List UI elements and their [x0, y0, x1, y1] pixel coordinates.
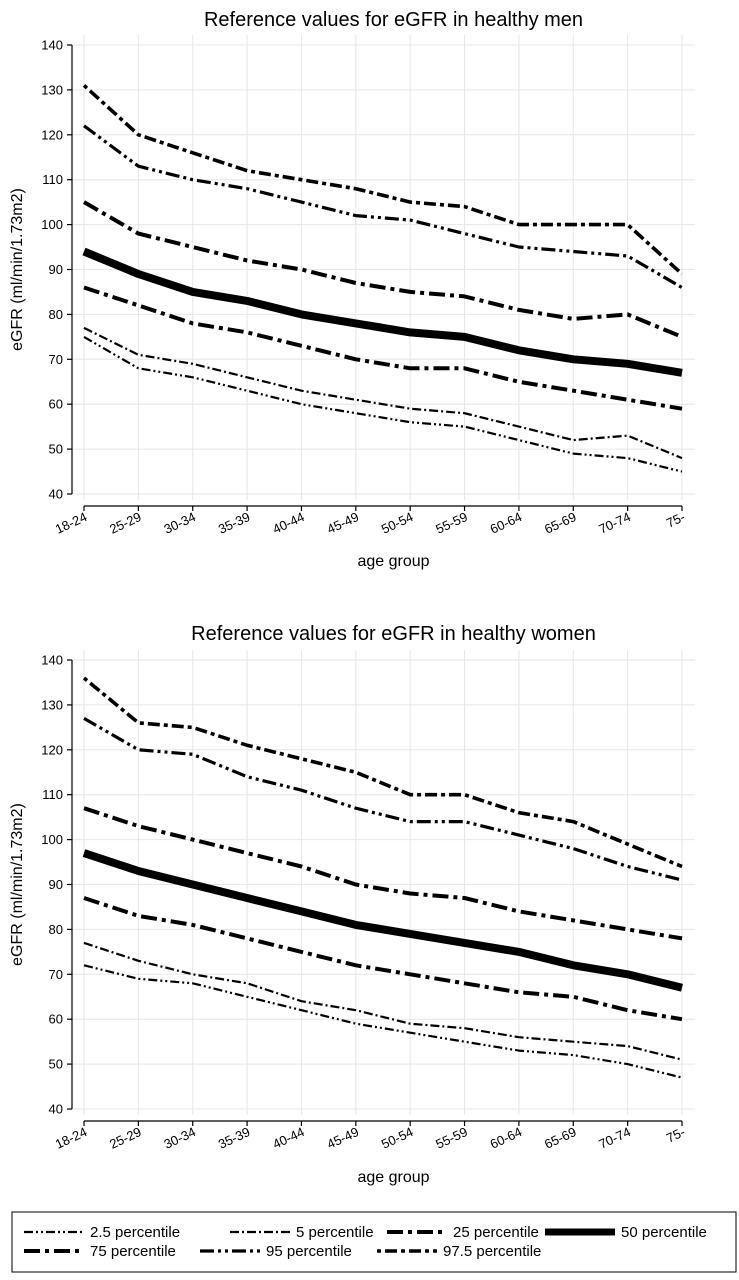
y-tick-label: 90: [49, 262, 63, 277]
legend-item-25-percentile: 25 percentile: [387, 1224, 539, 1241]
x-tick-label: 65-69: [542, 509, 578, 537]
y-tick-label: 60: [49, 1012, 63, 1027]
x-tick-label: 25-29: [107, 1124, 143, 1152]
x-axis-label-men: age group: [357, 553, 429, 570]
y-tick-label: 60: [49, 397, 63, 412]
x-tick-label: 40-44: [270, 509, 306, 537]
series-line-95-percentile-men: [83, 124, 683, 289]
y-tick-label: 140: [41, 653, 63, 668]
x-tick-label: 75-: [664, 509, 687, 531]
x-tick-label: 65-69: [542, 1124, 578, 1152]
x-tick-label: 60-64: [488, 509, 524, 537]
y-tick-label: 100: [41, 217, 63, 232]
y-axis-label-men: eGFR (ml/min/1.73m2): [9, 188, 26, 351]
x-tick-label: 60-64: [488, 1124, 524, 1152]
chart-men: Reference values for eGFR in healthy men…: [9, 9, 695, 570]
x-tick-label: 35-39: [216, 1124, 252, 1152]
legend-box: [11, 1211, 737, 1273]
y-tick-label: 80: [49, 922, 63, 937]
y-tick-label: 110: [42, 787, 63, 802]
x-tick-label: 50-54: [379, 1124, 415, 1152]
y-tick-label: 130: [41, 697, 63, 712]
y-tick-label: 80: [49, 307, 63, 322]
x-tick-label: 45-49: [325, 1124, 361, 1152]
x-tick-label: 35-39: [216, 509, 252, 537]
legend-item-75-percentile: 75 percentile: [24, 1243, 176, 1260]
series-line-5-percentile-men: [83, 326, 683, 460]
legend-item-50-percentile: 50 percentile: [545, 1224, 707, 1241]
y-tick-label: 120: [41, 127, 63, 142]
y-tick-label: 40: [49, 487, 63, 502]
series-line-5-percentile-women: [83, 941, 683, 1061]
series-line-97-5-percentile-men: [82, 84, 684, 276]
legend-item-2-5-percentile: 2.5 percentile: [24, 1224, 180, 1241]
series-line-25-percentile-men: [83, 285, 683, 411]
series-line-50-percentile-women: [82, 849, 683, 992]
x-tick-label: 75-: [664, 1124, 687, 1146]
chart-title-women: Reference values for eGFR in healthy wom…: [191, 623, 596, 645]
x-tick-label: 18-24: [53, 1124, 89, 1152]
legend-item-95-percentile: 95 percentile: [200, 1243, 352, 1260]
y-tick-label: 140: [41, 38, 63, 53]
series-line-95-percentile-women: [83, 717, 683, 882]
series-line-75-percentile-women: [83, 806, 683, 941]
y-tick-label: 130: [41, 82, 63, 97]
x-tick-label: 70-74: [596, 509, 632, 537]
series-line-75-percentile-men: [82, 200, 683, 339]
legend-label: 97.5 percentile: [443, 1243, 541, 1260]
legend: 2.5 percentile 5 percentile 25 percentile 5…: [11, 1211, 737, 1273]
x-axis-label-women: age group: [357, 1169, 429, 1186]
y-tick-label: 110: [42, 172, 63, 187]
y-axis-label-women: eGFR (ml/min/1.73m2): [9, 803, 26, 966]
y-tick-label: 70: [49, 352, 63, 367]
chart-title-men: Reference values for eGFR in healthy men: [204, 9, 583, 31]
series-line-50-percentile-men: [82, 247, 683, 377]
x-tick-label: 25-29: [107, 509, 143, 537]
y-tick-label: 50: [49, 442, 63, 457]
series-line-2-5-percentile-men: [83, 335, 683, 473]
x-tick-label: 30-34: [162, 509, 198, 537]
y-tick-label: 70: [49, 967, 63, 982]
y-tick-label: 40: [49, 1102, 63, 1117]
legend-label: 2.5 percentile: [90, 1224, 180, 1241]
x-tick-label: 50-54: [379, 509, 415, 537]
x-tick-label: 18-24: [53, 509, 89, 537]
series-line-97-5-percentile-women: [82, 676, 683, 869]
y-tick-label: 90: [49, 877, 63, 892]
legend-label: 50 percentile: [621, 1224, 707, 1241]
x-tick-label: 40-44: [270, 1124, 306, 1152]
x-tick-label: 30-34: [162, 1124, 198, 1152]
x-tick-label: 45-49: [325, 509, 361, 537]
series-line-2-5-percentile-women: [83, 964, 683, 1079]
x-tick-label: 70-74: [596, 1124, 632, 1152]
x-tick-label: 55-59: [433, 509, 469, 537]
legend-item-97-5-percentile: 97.5 percentile: [377, 1243, 541, 1260]
legend-item-5-percentile: 5 percentile: [230, 1224, 374, 1241]
chart-women: Reference values for eGFR in healthy wom…: [9, 623, 695, 1186]
legend-label: 5 percentile: [296, 1224, 374, 1241]
series-line-25-percentile-women: [83, 896, 683, 1022]
legend-label: 75 percentile: [90, 1243, 176, 1260]
legend-label: 95 percentile: [266, 1243, 352, 1260]
y-tick-label: 50: [49, 1057, 63, 1072]
y-tick-label: 120: [41, 742, 63, 757]
legend-label: 25 percentile: [453, 1224, 539, 1241]
x-tick-label: 55-59: [433, 1124, 469, 1152]
y-tick-label: 100: [41, 832, 63, 847]
